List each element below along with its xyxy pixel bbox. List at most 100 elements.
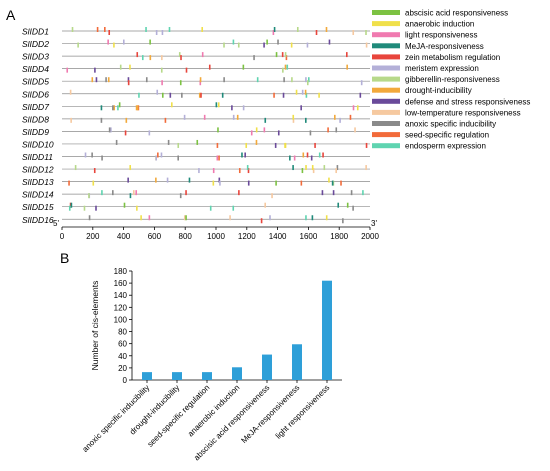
element-mark bbox=[117, 105, 119, 111]
element-mark bbox=[138, 92, 140, 98]
element-mark bbox=[229, 215, 231, 221]
element-mark bbox=[71, 27, 74, 32]
element-mark bbox=[107, 39, 109, 45]
element-mark bbox=[136, 105, 139, 111]
element-mark bbox=[260, 218, 263, 224]
element-mark bbox=[336, 165, 339, 171]
element-mark bbox=[244, 152, 246, 158]
element-mark bbox=[135, 105, 138, 111]
element-mark bbox=[105, 77, 107, 83]
element-mark bbox=[183, 215, 186, 221]
element-mark bbox=[68, 180, 70, 186]
element-mark bbox=[253, 55, 255, 61]
element-mark bbox=[100, 117, 103, 123]
element-mark bbox=[179, 193, 182, 199]
element-mark bbox=[140, 215, 142, 221]
element-mark bbox=[200, 92, 202, 98]
element-mark bbox=[328, 39, 331, 45]
element-mark bbox=[318, 152, 321, 158]
element-mark bbox=[242, 64, 245, 70]
x-tick-label: 800 bbox=[179, 232, 193, 241]
element-mark bbox=[188, 177, 191, 183]
element-mark bbox=[185, 215, 187, 221]
element-mark bbox=[321, 190, 324, 196]
element-mark bbox=[263, 127, 266, 133]
element-mark bbox=[156, 89, 159, 95]
element-mark bbox=[359, 92, 362, 98]
gene-track-chart: SlIDD1 SlIDD2 SlIDD3 SlIDD4 SlIDD5 SlIDD6 SlID… bbox=[22, 27, 379, 242]
element-mark bbox=[337, 202, 340, 208]
element-mark bbox=[136, 205, 138, 211]
element-mark bbox=[133, 190, 135, 196]
gene-label: SlIDD12 bbox=[22, 165, 54, 175]
element-mark bbox=[304, 89, 307, 95]
element-mark bbox=[119, 64, 122, 70]
element-mark bbox=[354, 127, 356, 133]
gene-label: SlIDD13 bbox=[22, 177, 54, 187]
x-tick-label: 1200 bbox=[238, 232, 256, 241]
element-mark bbox=[69, 89, 72, 95]
element-mark bbox=[246, 165, 249, 171]
element-mark bbox=[221, 92, 224, 98]
bar bbox=[292, 344, 302, 380]
element-mark bbox=[129, 165, 132, 171]
element-mark bbox=[292, 114, 295, 120]
legend-swatch bbox=[372, 121, 400, 126]
element-mark bbox=[167, 139, 170, 145]
element-mark bbox=[112, 190, 114, 196]
element-mark bbox=[314, 142, 316, 148]
legend-label: abscisic acid responsiveness bbox=[405, 9, 508, 18]
element-mark bbox=[177, 155, 179, 161]
element-mark bbox=[266, 39, 268, 45]
element-mark bbox=[135, 190, 138, 196]
element-mark bbox=[356, 105, 359, 111]
gene-label: SlIDD4 bbox=[22, 64, 49, 74]
element-mark bbox=[69, 202, 72, 208]
element-mark bbox=[352, 205, 354, 211]
element-mark bbox=[161, 30, 164, 35]
element-mark bbox=[113, 105, 115, 111]
legend-label: low-temperature responsiveness bbox=[405, 108, 521, 117]
element-mark bbox=[155, 30, 158, 35]
legend-label: drought-inducibility bbox=[405, 86, 472, 95]
element-mark bbox=[255, 127, 258, 133]
element-mark bbox=[352, 30, 355, 35]
element-mark bbox=[161, 55, 163, 61]
element-mark bbox=[88, 215, 91, 221]
element-mark bbox=[198, 168, 200, 174]
legend-swatch bbox=[372, 98, 400, 104]
element-mark bbox=[219, 180, 221, 186]
element-mark bbox=[95, 77, 98, 83]
element-mark bbox=[322, 152, 324, 158]
gene-label: SlIDD16 bbox=[22, 215, 54, 225]
element-mark bbox=[199, 80, 202, 86]
legend-swatch bbox=[372, 21, 400, 27]
element-mark bbox=[318, 92, 320, 98]
legend-swatch bbox=[372, 32, 400, 38]
element-mark bbox=[323, 165, 326, 171]
element-mark bbox=[149, 55, 152, 61]
element-mark bbox=[203, 114, 206, 120]
element-mark bbox=[281, 52, 284, 58]
element-mark bbox=[362, 190, 364, 196]
element-mark bbox=[310, 155, 313, 161]
element-mark bbox=[275, 52, 278, 58]
y-tick-label: 40 bbox=[118, 352, 127, 361]
bar bbox=[262, 354, 272, 380]
element-mark bbox=[296, 27, 299, 32]
element-mark bbox=[160, 152, 163, 158]
three-prime-label: 3' bbox=[371, 219, 377, 228]
gene-label: SlIDD14 bbox=[22, 190, 54, 200]
gene-label: SlIDD9 bbox=[22, 127, 49, 137]
element-mark bbox=[301, 168, 304, 174]
element-mark bbox=[127, 77, 130, 83]
element-mark bbox=[305, 165, 307, 171]
x-tick-label: 1600 bbox=[300, 232, 318, 241]
element-mark bbox=[209, 205, 212, 211]
element-mark bbox=[340, 180, 342, 186]
gene-label: SlIDD10 bbox=[22, 139, 54, 149]
element-mark bbox=[264, 117, 267, 123]
bar bbox=[202, 372, 212, 380]
element-mark bbox=[293, 155, 296, 161]
element-mark bbox=[295, 89, 298, 95]
